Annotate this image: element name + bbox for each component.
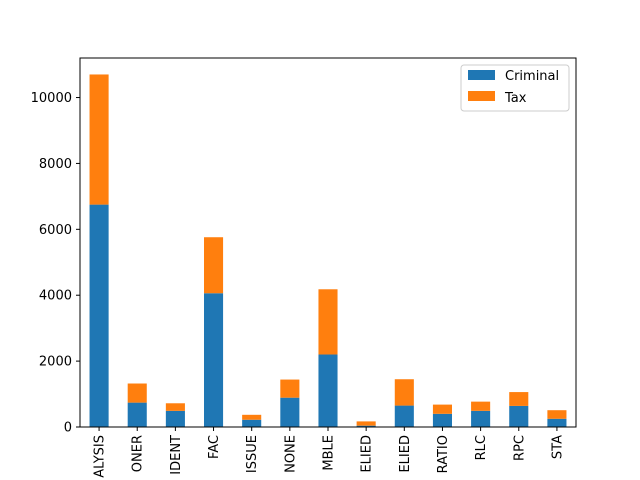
bars-layer: [89, 74, 567, 427]
y-tick-label: 4000: [39, 289, 72, 304]
bar-tax-10: [471, 401, 491, 411]
bar-criminal-2: [165, 410, 185, 427]
legend-swatch-criminal: [468, 70, 495, 80]
bar-tax-9: [432, 404, 452, 414]
bar-tax-5: [280, 379, 300, 398]
x-tick-label: STA: [550, 435, 565, 459]
y-axis-ticks: 0 2000 4000 6000 8000 10000: [31, 91, 80, 436]
y-tick-label: 10000: [31, 91, 72, 106]
bar-tax-6: [318, 289, 338, 355]
legend: Criminal Tax: [460, 64, 570, 112]
legend-label-criminal: Criminal: [505, 69, 559, 84]
bar-tax-0: [89, 74, 109, 205]
x-tick-label: NONE: [283, 435, 298, 473]
x-tick-label: ALYSIS: [93, 435, 108, 478]
x-tick-label: FAC: [207, 435, 222, 459]
bar-criminal-10: [471, 410, 491, 427]
y-tick-label: 0: [64, 421, 72, 436]
bar-criminal-1: [127, 402, 147, 427]
bar-criminal-12: [547, 418, 567, 427]
bar-tax-2: [165, 403, 185, 411]
y-tick-label: 2000: [39, 355, 72, 370]
bar-tax-4: [242, 414, 262, 420]
x-tick-label: IDENT: [169, 435, 184, 475]
bar-tax-7: [356, 421, 376, 426]
y-tick-label: 8000: [39, 157, 72, 172]
bar-criminal-8: [394, 405, 414, 427]
bar-tax-11: [509, 392, 529, 406]
bar-criminal-7: [356, 425, 376, 427]
x-tick-label: ONER: [131, 435, 146, 472]
y-tick-label: 6000: [39, 223, 72, 238]
legend-label-tax: Tax: [504, 91, 527, 106]
bar-criminal-5: [280, 397, 300, 427]
bar-tax-8: [394, 379, 414, 406]
bar-criminal-3: [204, 293, 224, 427]
x-tick-label: RLC: [474, 435, 489, 460]
x-tick-label: ELIED: [360, 435, 375, 473]
x-axis-ticks: ALYSIS ONER IDENT FAC ISSUE NONE MBLE ELIED ELIE…: [93, 427, 565, 478]
bar-tax-1: [127, 383, 147, 403]
bar-tax-3: [204, 237, 224, 294]
bar-criminal-9: [432, 413, 452, 427]
x-tick-label: ISSUE: [245, 435, 260, 473]
x-tick-label: RATIO: [436, 435, 451, 473]
legend-swatch-tax: [468, 91, 495, 101]
bar-tax-12: [547, 410, 567, 419]
bar-criminal-4: [242, 419, 262, 427]
bar-criminal-11: [509, 405, 529, 427]
bar-criminal-0: [89, 204, 109, 427]
x-tick-label: ELIED: [398, 435, 413, 473]
x-tick-label: RPC: [512, 435, 527, 461]
bar-criminal-6: [318, 354, 338, 427]
x-tick-label: MBLE: [322, 435, 337, 471]
